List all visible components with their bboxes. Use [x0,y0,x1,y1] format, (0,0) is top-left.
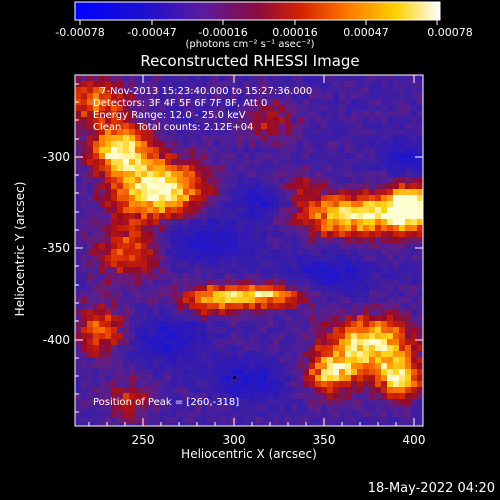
x-axis-ticks [88,75,415,426]
detectors-info: Detectors: 3F 4F 5F 6F 7F 8F, Att 0 [93,98,268,109]
x-axis-label: Heliocentric X (arcsec) [181,447,317,461]
colorbar-tick-label: -0.00078 [55,26,105,39]
peak-position: Position of Peak = [260,-318] [93,397,240,408]
peak-marker [233,376,236,379]
y-axis-ticks [75,83,423,413]
time-range: 7-Nov-2013 15:23:40.000 to 15:27:36.000 [100,86,313,97]
colorbar-tick-label: -0.00016 [198,26,248,39]
energy-range: Energy Range: 12.0 - 25.0 keV [93,110,246,121]
colorbar-tick-label: 0.00016 [272,26,318,39]
rhessi-image [75,75,423,426]
colorbar-tick-label: 0.00047 [343,26,389,39]
colorbar-tick-label: -0.00047 [127,26,177,39]
plot-frame [74,74,424,427]
timestamp: 18-May-2022 04:20 [367,481,495,496]
y-tick-label: -300 [42,150,70,164]
colorbar-tick-label: 0.00078 [427,26,473,39]
x-tick-label: 350 [312,433,336,447]
plot-title: Reconstructed RHESSI Image [140,52,360,70]
x-tick-label: 300 [222,433,246,447]
colorbar-units: (photons cm⁻² s⁻¹ asec⁻²) [185,39,315,50]
y-tick-label: -400 [42,333,70,347]
x-tick-label: 250 [131,433,155,447]
clean-total-counts: Clean Total counts: 2.12E+04 [93,122,254,133]
y-tick-label: -350 [42,241,70,255]
colorbar-ticks [79,20,438,25]
colorbar [75,2,440,20]
x-tick-label: 400 [402,433,426,447]
y-axis-label: Heliocentric Y (arcsec) [13,181,27,317]
